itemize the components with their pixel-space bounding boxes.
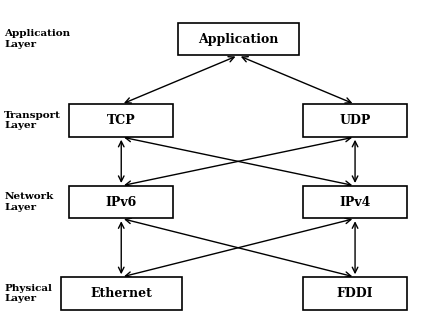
- Text: IPv4: IPv4: [339, 196, 371, 209]
- Text: Physical
Layer: Physical Layer: [4, 284, 52, 303]
- Text: IPv6: IPv6: [106, 196, 137, 209]
- FancyBboxPatch shape: [303, 186, 407, 218]
- Text: Network
Layer: Network Layer: [4, 192, 54, 212]
- Text: Application
Layer: Application Layer: [4, 29, 71, 49]
- Text: UDP: UDP: [339, 114, 371, 127]
- Text: Ethernet: Ethernet: [90, 287, 152, 300]
- Text: FDDI: FDDI: [337, 287, 373, 300]
- FancyBboxPatch shape: [303, 104, 407, 137]
- Text: Transport
Layer: Transport Layer: [4, 111, 61, 130]
- FancyBboxPatch shape: [303, 277, 407, 310]
- Text: Application: Application: [198, 33, 278, 46]
- FancyBboxPatch shape: [69, 186, 173, 218]
- FancyBboxPatch shape: [61, 277, 182, 310]
- Text: TCP: TCP: [107, 114, 136, 127]
- FancyBboxPatch shape: [69, 104, 173, 137]
- FancyBboxPatch shape: [178, 23, 299, 55]
